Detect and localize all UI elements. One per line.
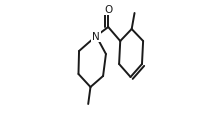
Text: N: N (92, 32, 100, 42)
Text: O: O (104, 5, 112, 15)
